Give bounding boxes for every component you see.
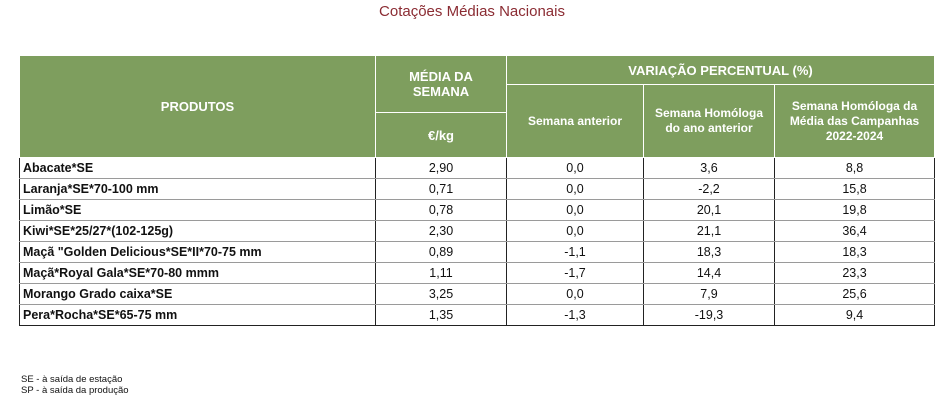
campaigns-cell: 15,8 xyxy=(773,178,936,200)
prev-year-cell: 21,1 xyxy=(643,220,775,242)
price-cell: 2,30 xyxy=(375,220,507,242)
footnotes: SE - à saída de estação SP - à saída da … xyxy=(21,374,129,396)
product-cell: Morango Grado caixa*SE xyxy=(19,283,376,305)
table-row: Pera*Rocha*SE*65-75 mm 1,35 -1,3 -19,3 9,4 xyxy=(19,304,936,326)
header-variacao: VARIAÇÃO PERCENTUAL (%) xyxy=(505,55,936,85)
table-row: Maçã "Golden Delicious*SE*II*70-75 mm 0,8… xyxy=(19,241,936,263)
prev-week-cell: -1,7 xyxy=(506,262,644,284)
price-cell: 0,71 xyxy=(375,178,507,200)
header-media-semana: MÉDIA DA SEMANA xyxy=(375,55,507,113)
product-cell: Abacate*SE xyxy=(19,157,376,179)
price-cell: 2,90 xyxy=(375,157,507,179)
header-unit: €/kg xyxy=(375,112,507,158)
prev-week-cell: 0,0 xyxy=(506,199,644,221)
product-cell: Kiwi*SE*25/27*(102-125g) xyxy=(19,220,376,242)
product-cell: Maçã*Royal Gala*SE*70-80 mmm xyxy=(19,262,376,284)
page-title: Cotações Médias Nacionais xyxy=(379,3,565,20)
product-cell: Limão*SE xyxy=(19,199,376,221)
table-row: Morango Grado caixa*SE 3,25 0,0 7,9 25,6 xyxy=(19,283,936,305)
header-produtos: PRODUTOS xyxy=(19,55,376,158)
table-row: Maçã*Royal Gala*SE*70-80 mmm 1,11 -1,7 14,4… xyxy=(19,262,936,284)
table-row: Limão*SE 0,78 0,0 20,1 19,8 xyxy=(19,199,936,221)
prev-week-cell: 0,0 xyxy=(506,283,644,305)
prev-year-cell: 14,4 xyxy=(643,262,775,284)
price-cell: 1,11 xyxy=(375,262,507,284)
product-cell: Maçã "Golden Delicious*SE*II*70-75 mm xyxy=(19,241,376,263)
prev-year-cell: 3,6 xyxy=(643,157,775,179)
prev-week-cell: 0,0 xyxy=(506,157,644,179)
footnote-sp: SP - à saída da produção xyxy=(21,385,129,396)
campaigns-cell: 9,4 xyxy=(773,304,936,326)
prev-year-cell: 20,1 xyxy=(643,199,775,221)
table-row: Abacate*SE 2,90 0,0 3,6 8,8 xyxy=(19,157,936,179)
footnote-se: SE - à saída de estação xyxy=(21,374,123,385)
prev-year-cell: -19,3 xyxy=(643,304,775,326)
header-media-campanhas: Semana Homóloga da Média das Campanhas 2… xyxy=(773,84,936,158)
quotes-table: PRODUTOS MÉDIA DA SEMANA VARIAÇÃO PERCEN… xyxy=(19,55,936,326)
prev-year-cell: -2,2 xyxy=(643,178,775,200)
table-row: Laranja*SE*70-100 mm 0,71 0,0 -2,2 15,8 xyxy=(19,178,936,200)
prev-week-cell: -1,1 xyxy=(506,241,644,263)
header-semana-anterior: Semana anterior xyxy=(506,84,644,158)
prev-week-cell: 0,0 xyxy=(506,178,644,200)
prev-week-cell: 0,0 xyxy=(506,220,644,242)
campaigns-cell: 18,3 xyxy=(773,241,936,263)
price-cell: 0,89 xyxy=(375,241,507,263)
campaigns-cell: 19,8 xyxy=(773,199,936,221)
prev-week-cell: -1,3 xyxy=(506,304,644,326)
campaigns-cell: 25,6 xyxy=(773,283,936,305)
price-cell: 1,35 xyxy=(375,304,507,326)
table-row: Kiwi*SE*25/27*(102-125g) 2,30 0,0 21,1 36,4 xyxy=(19,220,936,242)
prev-year-cell: 18,3 xyxy=(643,241,775,263)
header-semana-homologa: Semana Homóloga do ano anterior xyxy=(643,84,775,158)
price-cell: 0,78 xyxy=(375,199,507,221)
campaigns-cell: 36,4 xyxy=(773,220,936,242)
price-cell: 3,25 xyxy=(375,283,507,305)
campaigns-cell: 8,8 xyxy=(773,157,936,179)
prev-year-cell: 7,9 xyxy=(643,283,775,305)
product-cell: Laranja*SE*70-100 mm xyxy=(19,178,376,200)
product-cell: Pera*Rocha*SE*65-75 mm xyxy=(19,304,376,326)
campaigns-cell: 23,3 xyxy=(773,262,936,284)
